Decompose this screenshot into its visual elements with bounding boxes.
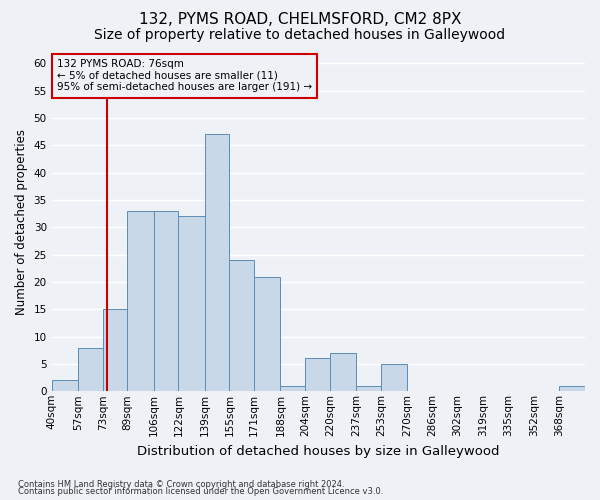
Bar [52,380,78,392]
Bar [78,348,103,392]
Bar [330,353,356,392]
Bar [178,216,205,392]
Text: Size of property relative to detached houses in Galleywood: Size of property relative to detached ho… [94,28,506,42]
Bar [305,358,330,392]
Bar [103,310,127,392]
Bar [280,386,305,392]
Text: 132 PYMS ROAD: 76sqm
← 5% of detached houses are smaller (11)
95% of semi-detach: 132 PYMS ROAD: 76sqm ← 5% of detached ho… [57,60,312,92]
Bar [254,276,280,392]
Text: Contains public sector information licensed under the Open Government Licence v3: Contains public sector information licen… [18,487,383,496]
Bar [229,260,254,392]
Text: Contains HM Land Registry data © Crown copyright and database right 2024.: Contains HM Land Registry data © Crown c… [18,480,344,489]
Bar [381,364,407,392]
Bar [154,211,178,392]
Bar [356,386,381,392]
X-axis label: Distribution of detached houses by size in Galleywood: Distribution of detached houses by size … [137,444,500,458]
Bar [205,134,229,392]
Bar [559,386,585,392]
Text: 132, PYMS ROAD, CHELMSFORD, CM2 8PX: 132, PYMS ROAD, CHELMSFORD, CM2 8PX [139,12,461,28]
Y-axis label: Number of detached properties: Number of detached properties [15,129,28,315]
Bar [127,211,154,392]
